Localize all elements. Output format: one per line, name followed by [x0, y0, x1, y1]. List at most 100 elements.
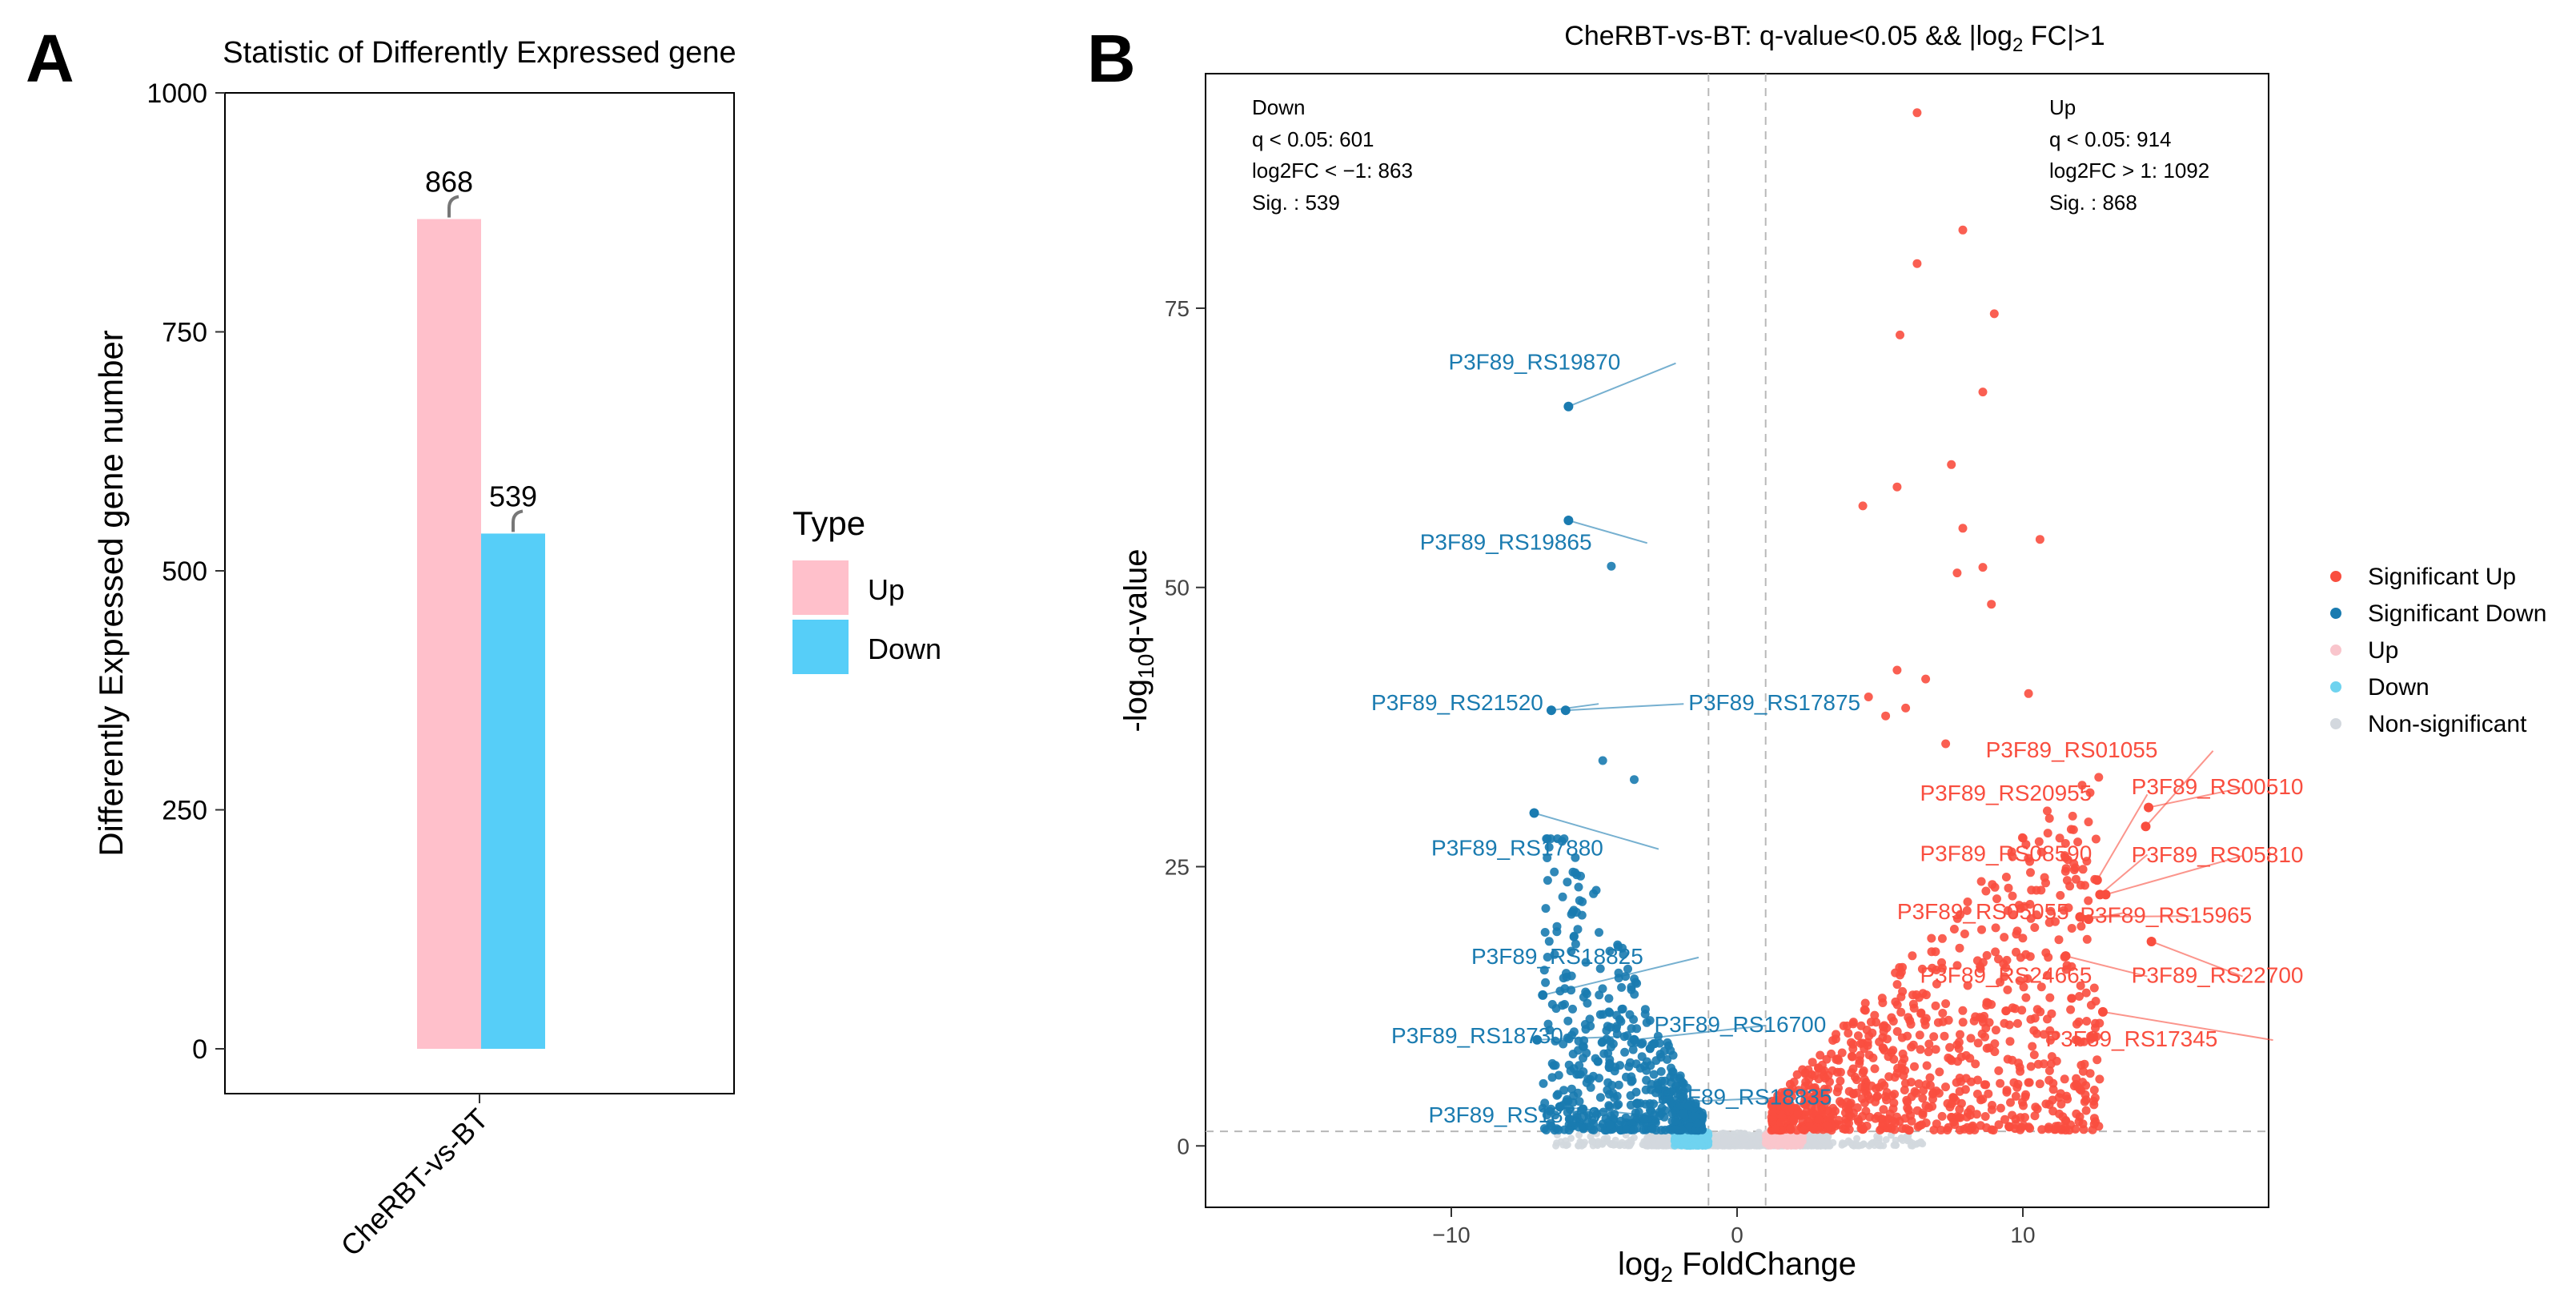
- significant-down-point: [1547, 1073, 1557, 1082]
- up-annotation-line: Up: [2049, 95, 2076, 119]
- gene-label-leader: [2096, 793, 2149, 881]
- significant-up-point: [2008, 1003, 2017, 1013]
- up-point: [1795, 1139, 1804, 1148]
- significant-up-point: [1978, 1094, 1988, 1104]
- significant-up-point: [2072, 1109, 2081, 1118]
- significant-up-point: [2001, 1006, 2011, 1016]
- significant-down-point: [1628, 1045, 1638, 1054]
- significant-up-point: [2066, 1005, 2076, 1014]
- significant-down-point: [1605, 1102, 1615, 1112]
- significant-down-point: [1638, 1038, 1647, 1048]
- significant-up-point: [1863, 1041, 1872, 1050]
- significant-up-point: [1821, 1093, 1831, 1102]
- significant-up-point: [2078, 865, 2088, 874]
- non-significant-point: [1840, 1139, 1848, 1147]
- significant-up-point: [1937, 958, 1946, 967]
- significant-up-point: [1952, 568, 1962, 578]
- gene-label-leader: [2105, 854, 2243, 896]
- significant-up-point: [1938, 1009, 1948, 1018]
- significant-down-point: [1572, 1070, 1582, 1079]
- significant-down-point: [1593, 1057, 1603, 1066]
- significant-up-point: [1794, 1086, 1804, 1095]
- significant-down-point: [1667, 1086, 1676, 1096]
- significant-up-point: [1960, 1085, 1970, 1094]
- bar-y-tick-label: 500: [162, 556, 207, 587]
- significant-down-point: [1544, 937, 1554, 946]
- significant-up-point: [1963, 981, 1972, 990]
- significant-up-point: [2021, 1090, 2030, 1099]
- bar-y-tick-label: 0: [192, 1034, 207, 1065]
- significant-up-point: [2044, 953, 2053, 962]
- significant-down-point: [1557, 837, 1567, 846]
- significant-up-point: [1836, 1076, 1845, 1086]
- significant-up-point: [2043, 970, 2052, 980]
- significant-up-point: [1931, 1001, 1940, 1010]
- significant-up-point: [2067, 994, 2076, 1003]
- significant-up-point: [1987, 1105, 1996, 1114]
- significant-up-point: [1940, 1031, 1949, 1041]
- significant-up-point: [1996, 1078, 2005, 1088]
- significant-down-point: [1595, 990, 1604, 1000]
- down-annotation-line: log2FC < −1: 863: [1252, 159, 1413, 183]
- significant-up-point: [1898, 962, 1907, 972]
- significant-up-point: [1841, 1102, 1851, 1112]
- significant-down-point: [1627, 982, 1636, 992]
- significant-up-point: [1884, 1052, 1893, 1062]
- significant-up-point: [1958, 524, 1968, 533]
- significant-up-point: [1925, 1073, 1935, 1082]
- significant-up-point: [2046, 906, 2056, 916]
- significant-down-point: [1615, 1014, 1624, 1024]
- significant-down-point: [1663, 1038, 1672, 1047]
- significant-down-point: [1540, 1098, 1550, 1108]
- significant-up-point: [2076, 881, 2085, 889]
- significant-down-point: [1620, 1047, 1630, 1057]
- significant-up-point: [2009, 1078, 2019, 1087]
- significant-up-point: [1870, 1064, 1880, 1074]
- significant-up-point: [1934, 1089, 1944, 1098]
- significant-up-point: [2015, 1062, 2024, 1072]
- significant-down-point: [1675, 1100, 1685, 1110]
- significant-down-point: [1642, 1075, 1651, 1085]
- up-annotation-line: Sig. : 868: [2049, 191, 2137, 215]
- significant-up-point: [1949, 925, 1959, 934]
- bar-series: 868 539: [417, 166, 545, 1049]
- significant-up-point: [1864, 1031, 1874, 1041]
- volcano-axes: −10 0 10 0 25 50 75: [1165, 296, 2036, 1247]
- significant-down-point: [1607, 561, 1616, 571]
- significant-down-point: [1618, 1004, 1627, 1014]
- significant-up-point: [1992, 894, 2001, 904]
- significant-up-point: [1980, 1112, 1990, 1121]
- significant-down-point: [1693, 1118, 1703, 1128]
- significant-down-point: [1642, 1018, 1651, 1027]
- significant-up-point: [2002, 1087, 2012, 1097]
- significant-up-point: [2068, 825, 2078, 834]
- significant-down-point: [1605, 1058, 1615, 1068]
- significant-up-point: [1914, 1079, 1924, 1089]
- significant-up-point: [2017, 833, 2027, 842]
- significant-up-point: [1872, 1084, 1881, 1094]
- significant-down-point: [1547, 1058, 1557, 1068]
- significant-up-point: [2023, 974, 2032, 983]
- labeled-down-point: [1529, 808, 1539, 818]
- significant-up-point: [1937, 1111, 1947, 1121]
- volcano-y-tick-label: 75: [1165, 296, 1190, 321]
- gene-label: P3F89_RS05810: [2132, 842, 2304, 867]
- significant-up-point: [1892, 1026, 1902, 1036]
- significant-down-point: [1567, 1084, 1576, 1094]
- volcano-legend-swatch: [2330, 571, 2341, 582]
- significant-up-point: [2095, 1018, 2105, 1028]
- significant-up-point: [2034, 837, 2044, 846]
- significant-up-point: [1898, 1049, 1908, 1058]
- gene-label-leader: [1637, 1097, 1772, 1105]
- significant-down-point: [1544, 842, 1554, 852]
- significant-down-point: [1602, 1034, 1611, 1044]
- significant-up-point: [2081, 1095, 2091, 1105]
- significant-up-point: [2085, 788, 2095, 797]
- significant-up-point: [1786, 1125, 1796, 1134]
- significant-up-point: [2060, 839, 2070, 848]
- significant-up-point: [1888, 1104, 1898, 1114]
- significant-up-point: [1990, 1047, 2000, 1057]
- significant-up-point: [2030, 923, 2040, 932]
- significant-down-point: [1579, 1042, 1588, 1051]
- non-significant-point: [1865, 1142, 1873, 1150]
